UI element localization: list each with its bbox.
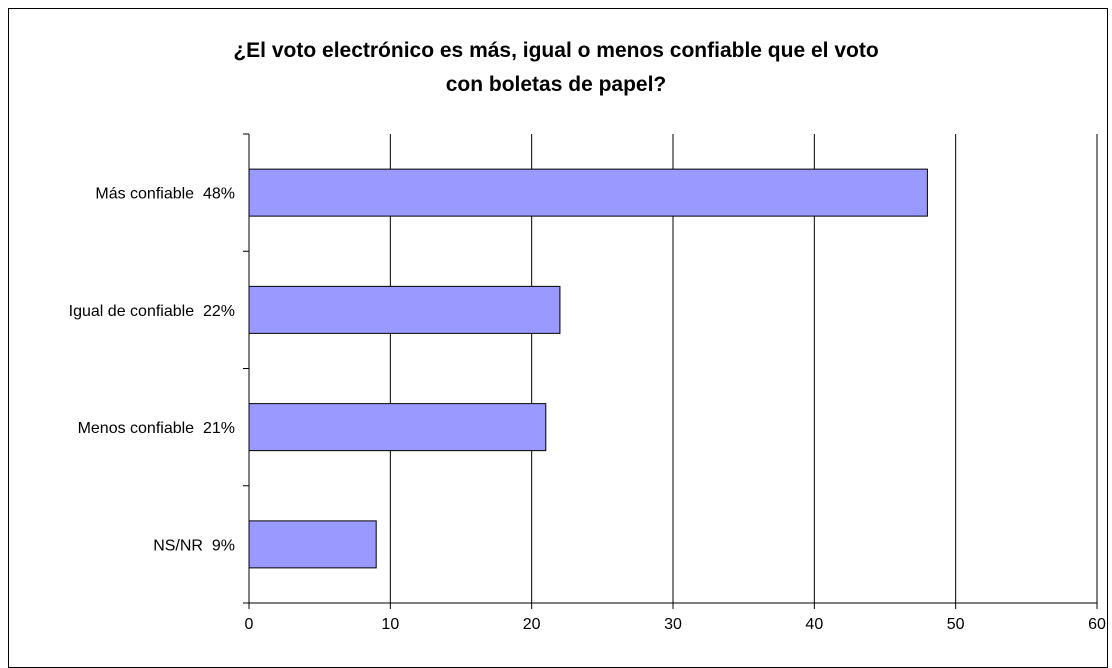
y-category-label: Igual de confiable 22%	[69, 303, 235, 320]
x-tick-label: 10	[381, 616, 399, 633]
x-tick-label: 30	[664, 616, 682, 633]
y-category-label: NS/NR 9%	[153, 537, 235, 554]
chart-title-line-2: con boletas de papel?	[445, 73, 667, 96]
bar	[248, 403, 547, 452]
chart-title: ¿El voto electrónico es más, igual o men…	[0, 34, 1112, 102]
x-tick-label: 50	[947, 616, 965, 633]
x-tick-label: 20	[523, 616, 541, 633]
y-category-label: Más confiable 48%	[95, 186, 235, 203]
y-category-label: Menos confiable 21%	[78, 420, 235, 437]
bar	[248, 520, 377, 569]
x-tick-label: 0	[245, 616, 254, 633]
chart-title-line-1: ¿El voto electrónico es más, igual o men…	[233, 39, 879, 62]
bar	[248, 168, 928, 217]
bar	[248, 285, 561, 334]
chart-frame	[8, 8, 1108, 668]
x-tick-label: 60	[1088, 616, 1106, 633]
x-tick-label: 40	[805, 616, 823, 633]
